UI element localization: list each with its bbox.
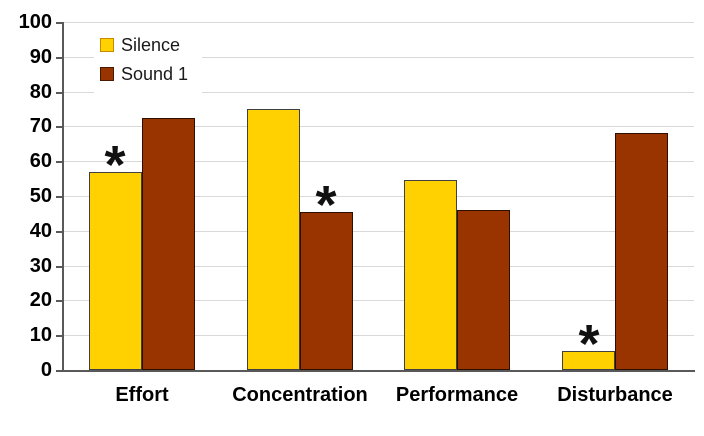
gridline-40: [63, 231, 694, 232]
gridline-80: [63, 92, 694, 93]
y-tick-label: 20: [29, 289, 52, 311]
y-axis-line: [62, 22, 64, 372]
y-tick-label: 30: [29, 255, 52, 277]
y-tick-label: 40: [29, 220, 52, 242]
y-tick-mark-90: [56, 57, 62, 59]
gridline-90: [63, 57, 694, 58]
bar-silence-disturbance: [562, 351, 615, 370]
significance-asterisk: *: [578, 314, 600, 374]
x-axis-line: [62, 370, 695, 372]
bar-sound-1-disturbance: [615, 133, 668, 370]
y-tick-mark-100: [56, 22, 62, 24]
y-tick-mark-80: [56, 92, 62, 94]
y-tick-mark-40: [56, 231, 62, 233]
category-label-effort: Effort: [115, 384, 169, 406]
y-tick-mark-70: [56, 126, 62, 128]
gridline-100: [63, 22, 694, 23]
legend-label: Sound 1: [121, 64, 189, 84]
category-label-performance: Performance: [395, 384, 519, 406]
category-label-disturbance: Disturbance: [557, 384, 673, 406]
y-tick-label: 50: [29, 185, 52, 207]
y-tick-mark-30: [56, 266, 62, 268]
y-tick-mark-60: [56, 161, 62, 163]
gridline-10: [63, 335, 694, 336]
legend: Silence Sound 1: [94, 26, 203, 97]
gridline-20: [63, 300, 694, 301]
gridline-60: [63, 161, 694, 162]
legend-item-sound-1: Sound 1: [100, 64, 188, 84]
y-tick-label: 100: [18, 11, 52, 33]
legend-swatch-icon: [100, 67, 114, 81]
gridline-30: [63, 266, 694, 267]
bar-sound-1-performance: [457, 210, 510, 370]
y-tick-mark-10: [56, 335, 62, 337]
y-tick-label: 0: [40, 359, 52, 381]
y-tick-mark-20: [56, 300, 62, 302]
bar-sound-1-concentration: [300, 212, 353, 370]
bar-silence-performance: [404, 180, 457, 370]
y-tick-label: 70: [29, 115, 52, 137]
gridline-70: [63, 126, 694, 127]
y-tick-mark-50: [56, 196, 62, 198]
category-label-concentration: Concentration: [232, 384, 368, 406]
y-tick-label: 90: [29, 46, 52, 68]
legend-swatch-icon: [100, 38, 114, 52]
y-tick-label: 10: [29, 324, 52, 346]
significance-asterisk: *: [315, 175, 337, 235]
y-tick-label: 60: [29, 150, 52, 172]
gridline-50: [63, 196, 694, 197]
y-tick-label: 80: [29, 81, 52, 103]
legend-item-silence: Silence: [100, 35, 188, 55]
bar-silence-concentration: [247, 109, 300, 370]
significance-asterisk: *: [104, 135, 126, 195]
bar-silence-effort: [89, 172, 142, 370]
y-tick-mark-0: [56, 370, 62, 372]
bar-sound-1-effort: [142, 118, 195, 370]
legend-label: Silence: [121, 35, 181, 55]
